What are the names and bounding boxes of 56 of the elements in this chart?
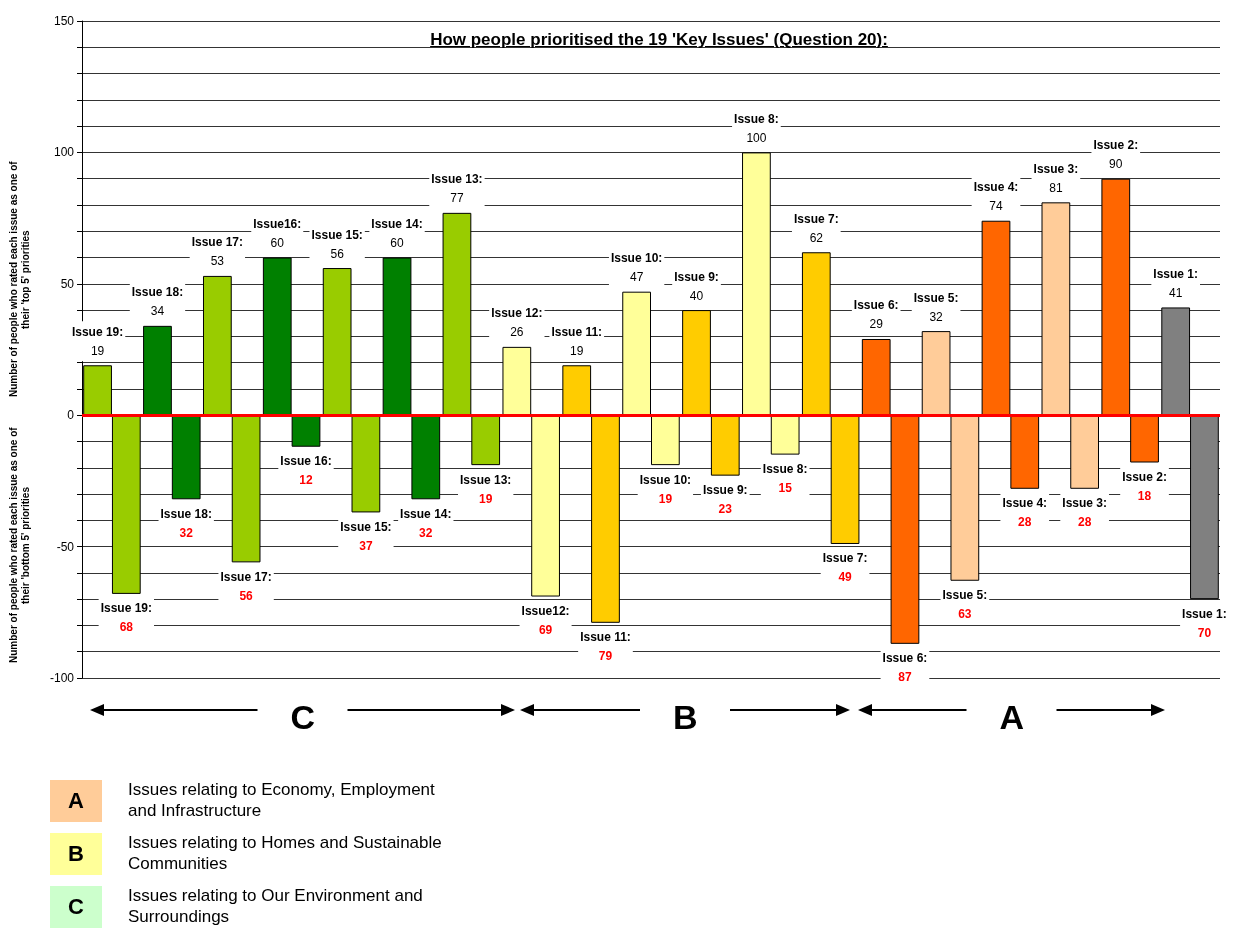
legend-swatch: A xyxy=(50,780,102,822)
data-label: Issue 10: 19 xyxy=(639,472,692,506)
data-label: Issue 8: 100 xyxy=(734,111,779,145)
text: Issues relating to Economy, Employment and Infrastructure xyxy=(128,779,436,821)
data-label: Issue 13: 77 xyxy=(431,172,483,206)
text: Issues relating to Our Environment and Surroundings xyxy=(128,885,424,927)
data-label: Issue 19: 19 xyxy=(71,324,124,358)
data-label: Issue 10: 47 xyxy=(610,251,663,285)
data-label: Issue 3: 81 xyxy=(1033,161,1079,195)
data-label: Issue 14: 60 xyxy=(371,217,423,251)
data-label: Issue 3: 28 xyxy=(1062,496,1107,530)
data-label: Issue 14: 32 xyxy=(400,506,452,540)
y-tick-label: 50 xyxy=(60,276,75,291)
text: Number of people who rated each issue as one of their 'bottom 5' priorities xyxy=(8,426,32,666)
y-tick-label: -100 xyxy=(49,671,75,685)
data-label: Issue 5: 32 xyxy=(913,290,959,324)
data-label: Issue 18: 32 xyxy=(160,506,212,540)
data-label: Issue 18: 34 xyxy=(131,285,184,319)
data-label: Issue16: 60 xyxy=(253,217,302,251)
data-label: Issue 4: 74 xyxy=(973,180,1019,214)
data-label: Issue 9: 40 xyxy=(674,269,719,303)
data-label: Issue 1: 70 xyxy=(1182,606,1227,640)
data-label: Issue 11: 79 xyxy=(580,630,631,664)
data-label: Issue 13: 19 xyxy=(460,472,512,506)
data-label: Issue 4: 28 xyxy=(1002,496,1048,530)
data-label: Issue 6: 29 xyxy=(853,298,899,332)
text: A xyxy=(999,698,1025,737)
data-label: Issue 11: 19 xyxy=(551,324,603,358)
data-label: Issue 2: 90 xyxy=(1093,138,1139,172)
y-tick-label: -50 xyxy=(56,539,75,554)
text: C xyxy=(290,698,316,737)
data-label: Issue 15: 56 xyxy=(311,227,363,261)
data-label: Issue 6: 87 xyxy=(882,651,928,685)
data-label: Issue 5: 63 xyxy=(942,588,988,622)
data-label: Issue 12: 26 xyxy=(491,306,543,340)
data-label: Issue 7: 62 xyxy=(793,211,839,245)
data-label: Issue 16: 12 xyxy=(280,454,332,488)
text: How people prioritised the 19 'Key Issues' (Question 20): xyxy=(429,30,889,50)
text: B xyxy=(673,698,698,737)
data-label: Issue 2: 18 xyxy=(1122,470,1167,503)
y-axis-title: Number of people who rated each issue as one of their 'top 5' priorities xyxy=(8,160,32,400)
y-tick-label: 100 xyxy=(53,145,75,160)
data-label: Issue 19: 68 xyxy=(100,601,153,635)
legend-swatch: B xyxy=(50,833,102,875)
data-label: Issue 15: 37 xyxy=(340,519,392,553)
data-label: Issue 1: 41 xyxy=(1153,266,1199,300)
data-label: Issue 9: 23 xyxy=(702,483,748,517)
legend-swatch: C xyxy=(50,886,102,928)
data-label: Issue 17: 56 xyxy=(220,569,272,603)
data-label: Issue12: 69 xyxy=(521,604,570,638)
data-label: Issue 7: 49 xyxy=(822,551,868,585)
text: Issues relating to Homes and Sustainable Communities xyxy=(128,832,443,874)
y-tick-label: 150 xyxy=(53,14,75,28)
data-label: Issue 8: 15 xyxy=(762,462,808,496)
data-label: Issue 17: 53 xyxy=(191,235,244,269)
y-tick-label: 0 xyxy=(67,408,75,423)
